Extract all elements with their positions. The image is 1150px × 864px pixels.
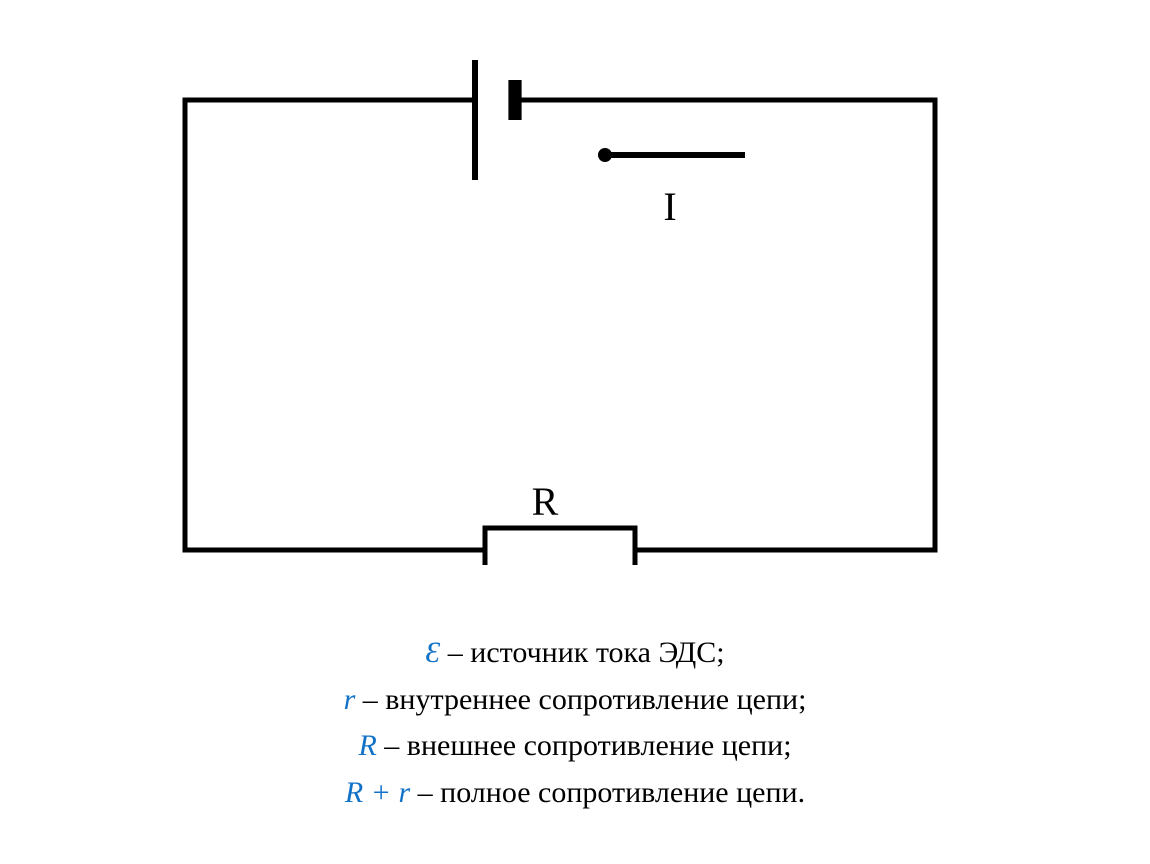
legend-text-r-total: – полное сопротивление цепи. — [410, 776, 805, 809]
legend-line-r-internal: r – внутреннее сопротивление цепи; — [0, 677, 1150, 724]
svg-text:I: I — [663, 184, 676, 229]
circuit-diagram: IR — [165, 60, 955, 565]
symbol-r-total: R + r — [345, 776, 410, 809]
legend-text-emf: – источник тока ЭДС; — [440, 636, 724, 669]
legend-line-r-total: R + r – полное сопротивление цепи. — [0, 770, 1150, 817]
circuit-svg: IR — [165, 60, 955, 565]
legend-line-emf: Ɛ – источник тока ЭДС; — [0, 630, 1150, 677]
symbol-r-internal: r — [344, 683, 356, 716]
symbol-r-external: R — [358, 729, 376, 762]
legend-line-r-external: R – внешнее сопротивление цепи; — [0, 723, 1150, 770]
legend: Ɛ – источник тока ЭДС; r – внутреннее со… — [0, 630, 1150, 816]
svg-text:R: R — [532, 479, 559, 524]
legend-text-r-internal: – внутреннее сопротивление цепи; — [355, 683, 806, 716]
legend-text-r-external: – внешнее сопротивление цепи; — [377, 729, 792, 762]
symbol-emf: Ɛ — [425, 636, 440, 669]
